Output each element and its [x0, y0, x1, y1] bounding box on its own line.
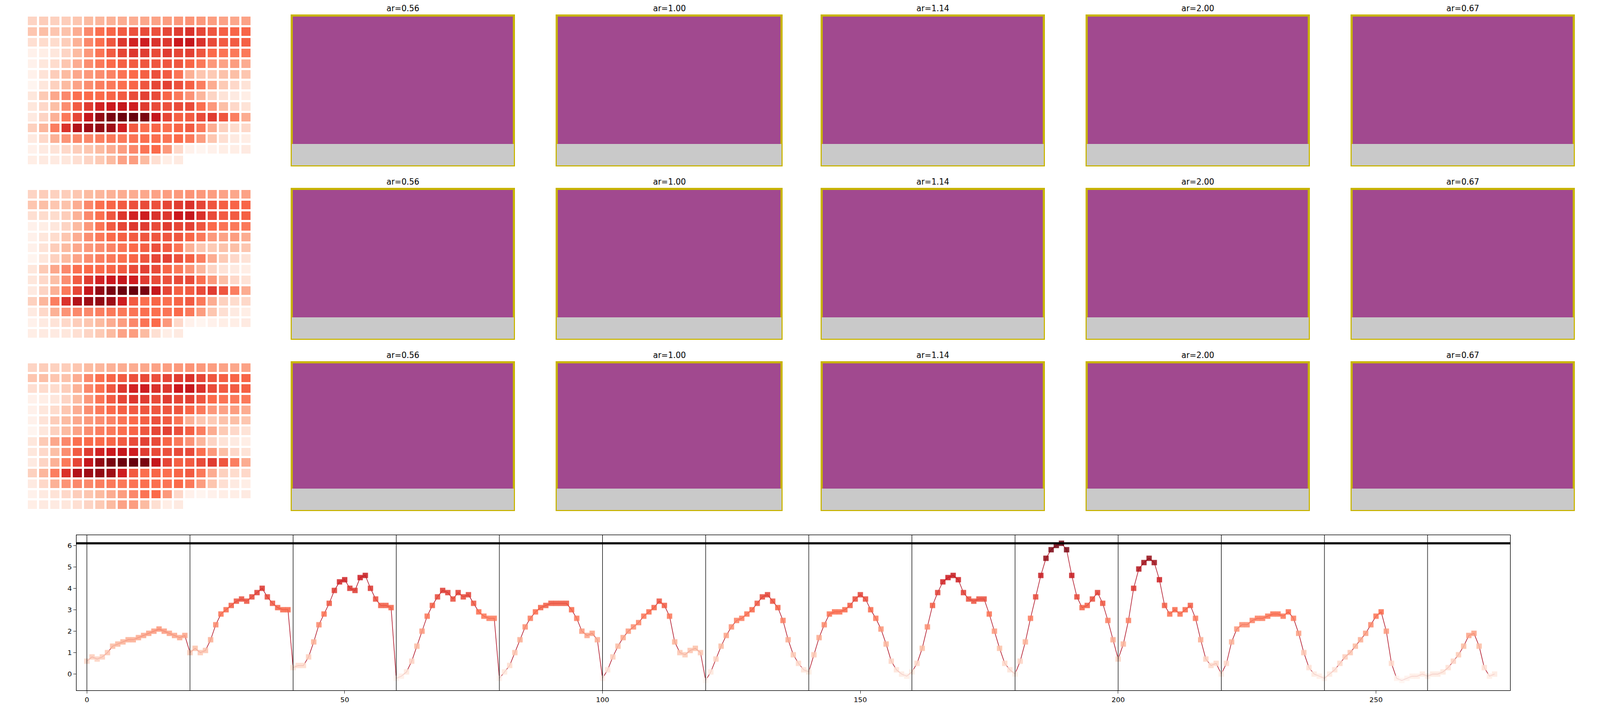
svg-text:3: 3	[67, 605, 72, 614]
svg-text:1: 1	[67, 648, 72, 657]
svg-text:ar=1.14: ar=1.14	[916, 350, 950, 361]
svg-text:ar=2.00: ar=2.00	[1181, 177, 1215, 187]
svg-text:ar=1.00: ar=1.00	[653, 350, 686, 361]
svg-text:ar=1.14: ar=1.14	[916, 177, 950, 187]
svg-text:ar=0.56: ar=0.56	[386, 177, 420, 187]
svg-text:ar=2.00: ar=2.00	[1181, 350, 1215, 361]
svg-text:ar=1.14: ar=1.14	[916, 3, 950, 14]
svg-text:ar=0.67: ar=0.67	[1446, 3, 1480, 14]
svg-text:250: 250	[1369, 695, 1383, 704]
svg-text:50: 50	[340, 695, 350, 704]
svg-text:6: 6	[67, 541, 72, 550]
svg-text:ar=0.67: ar=0.67	[1446, 177, 1480, 187]
svg-text:0: 0	[84, 695, 89, 704]
svg-text:ar=1.00: ar=1.00	[653, 177, 686, 187]
svg-text:0: 0	[67, 670, 72, 679]
svg-text:4: 4	[67, 584, 72, 593]
svg-text:ar=2.00: ar=2.00	[1181, 3, 1215, 14]
svg-text:ar=0.56: ar=0.56	[386, 350, 420, 361]
svg-text:200: 200	[1111, 695, 1125, 704]
svg-text:150: 150	[853, 695, 868, 704]
svg-text:ar=0.56: ar=0.56	[386, 3, 420, 14]
svg-text:5: 5	[67, 563, 72, 572]
svg-text:ar=0.67: ar=0.67	[1446, 350, 1480, 361]
svg-text:2: 2	[67, 627, 72, 636]
svg-text:ar=1.00: ar=1.00	[653, 3, 686, 14]
svg-text:100: 100	[595, 695, 610, 704]
